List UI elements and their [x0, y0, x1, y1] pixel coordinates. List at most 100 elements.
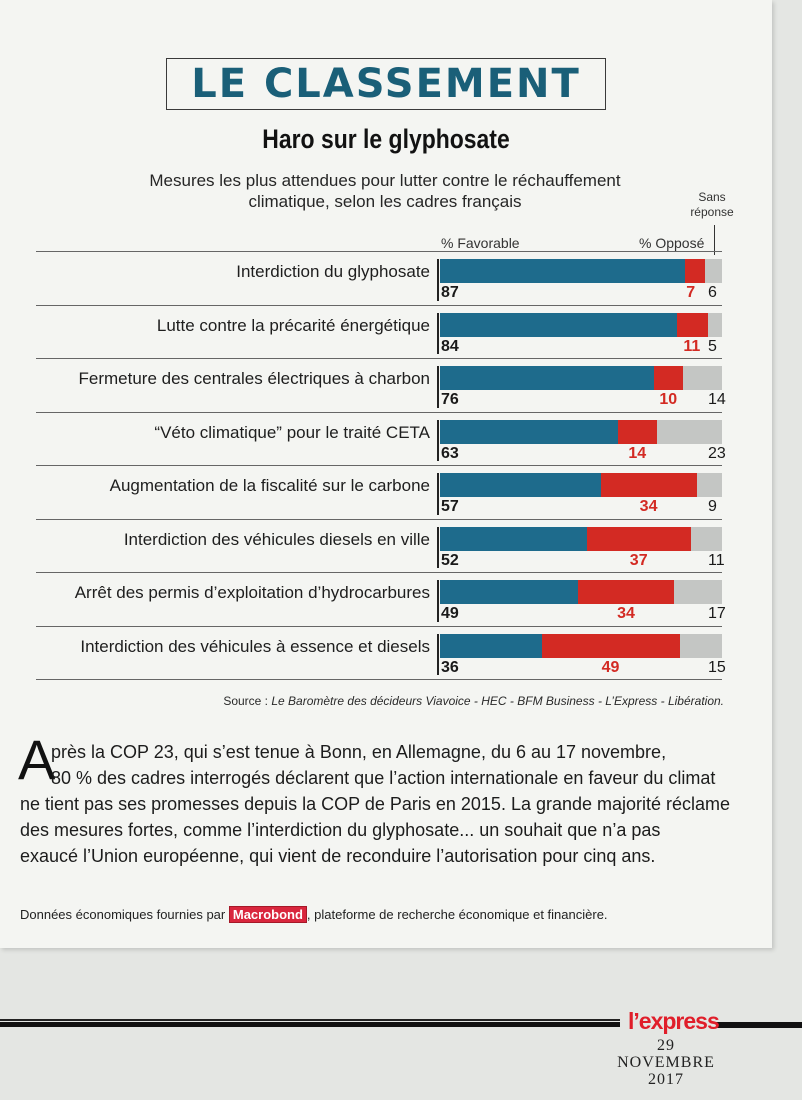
chart-subtitle: Mesures les plus attendues pour lutter c… [149, 171, 621, 211]
article-line: des mesures fortes, comme l’interdiction… [20, 820, 661, 840]
category-axis-tick [437, 312, 439, 354]
value-label-oppose: 7 [686, 284, 696, 301]
value-label-sans-reponse: 6 [708, 284, 717, 301]
date-year: 2017 [648, 1071, 684, 1088]
bar-opp [685, 259, 706, 283]
value-label-oppose: 10 [659, 391, 678, 408]
value-label-favorable: 52 [441, 551, 459, 569]
article-line: 80 % des cadres interrogés déclarent que… [51, 768, 716, 788]
value-label-sans-reponse: 9 [708, 498, 717, 515]
bar-opp [586, 526, 691, 551]
bar-fav [440, 312, 677, 337]
category-label: Interdiction des véhicules diesels en vi… [123, 529, 430, 549]
value-label-favorable: 84 [441, 337, 459, 355]
source-text: Le Baromètre des décideurs Viavoice - HE… [271, 694, 724, 708]
bar-nr [679, 633, 722, 658]
bar-fav [440, 366, 655, 390]
category-label: Augmentation de la fiscalité sur le carb… [109, 476, 430, 495]
bar-opp [676, 312, 708, 337]
category-axis-tick [437, 526, 439, 568]
bar-nr [657, 419, 722, 444]
bar-fav [440, 259, 686, 283]
bar-fav [440, 526, 587, 551]
date-day: 29 [657, 1037, 675, 1054]
bar-opp [578, 580, 675, 604]
note-before: Données économiques fournies par [20, 907, 229, 922]
bar-opp [654, 366, 683, 390]
value-label-oppose: 37 [629, 551, 648, 569]
legend-favorable: % Favorable [441, 235, 520, 251]
value-label-favorable: 57 [441, 498, 459, 515]
footer-rule-thick [0, 1022, 620, 1027]
value-label-oppose: 34 [617, 605, 635, 622]
row-separator [36, 572, 722, 573]
lexpress-logo: l’express [628, 1008, 720, 1034]
value-label-favorable: 87 [441, 284, 459, 301]
footer-rule-right [716, 1022, 802, 1028]
row-separator [36, 465, 722, 466]
bar-opp [541, 633, 680, 658]
article-dropcap: A [18, 728, 56, 791]
row-separator [36, 679, 722, 680]
bar-nr [707, 312, 722, 337]
bar-fav [440, 633, 542, 658]
value-label-favorable: 36 [441, 658, 459, 676]
category-axis-tick [437, 366, 439, 408]
value-label-favorable: 76 [441, 391, 459, 408]
category-label: Interdiction du glyphosate [236, 262, 430, 281]
section-heading: LE CLASSEMENT [191, 61, 581, 107]
value-label-sans-reponse: 5 [708, 337, 717, 355]
chart-title: Haro sur le glyphosate [262, 124, 510, 154]
value-label-oppose: 34 [639, 498, 658, 515]
category-axis-tick [437, 580, 439, 622]
value-label-oppose: 11 [683, 337, 701, 355]
bar-nr [674, 580, 722, 604]
magazine-page: LE CLASSEMENT Haro sur le glyphosate Mes… [0, 0, 772, 948]
bar-opp [617, 419, 658, 444]
category-axis-tick [437, 259, 439, 301]
row-separator [36, 518, 722, 520]
category-axis-tick [437, 473, 439, 515]
row-separator [36, 251, 722, 252]
legend-sans-reponse: Sans réponse [690, 190, 734, 219]
issue-date: 29 NOVEMBRE 2017 [604, 1037, 728, 1088]
bar-fav [440, 580, 579, 604]
row-separator [36, 304, 722, 306]
article-line: ne tient pas ses promesses depuis la COP… [20, 794, 731, 814]
article-line: exaucé l’Union européenne, qui vient de … [20, 846, 656, 866]
value-label-oppose: 14 [628, 444, 647, 462]
category-label: Lutte contre la précarité énergétique [156, 315, 430, 335]
bar-opp [600, 473, 697, 497]
value-label-sans-reponse: 15 [708, 658, 726, 676]
category-axis-tick [437, 633, 439, 675]
note-after: , plateforme de recherche économique et … [306, 907, 608, 922]
category-axis-tick [437, 419, 439, 461]
category-label: Interdiction des véhicules à essence et … [80, 636, 430, 656]
bar-nr [682, 366, 722, 390]
category-label: Fermeture des centrales électriques à ch… [78, 369, 430, 388]
value-label-favorable: 49 [441, 605, 459, 622]
macrobond-logo: Macrobond [228, 906, 307, 923]
bar-nr [690, 526, 722, 551]
category-label: Arrêt des permis d’exploitation d’hydroc… [74, 583, 430, 602]
value-label-sans-reponse: 17 [708, 605, 726, 622]
value-label-sans-reponse: 11 [708, 551, 725, 569]
row-separator [36, 411, 722, 413]
article-body: près la COP 23, qui s’est tenue à Bonn, … [20, 739, 746, 869]
bar-nr [696, 473, 722, 497]
article-line: près la COP 23, qui s’est tenue à Bonn, … [51, 742, 667, 762]
footer-rule [0, 1019, 620, 1021]
value-label-sans-reponse: 23 [708, 444, 726, 462]
section-heading-box: LE CLASSEMENT [166, 58, 606, 110]
chart-source: Source : Le Baromètre des décideurs Viav… [200, 694, 724, 708]
bar-nr [705, 259, 722, 283]
bar-fav [440, 419, 618, 444]
sans-reponse-tick [714, 225, 715, 255]
value-label-favorable: 63 [441, 444, 459, 462]
row-separator [36, 625, 722, 627]
legend-oppose: % Opposé [639, 235, 705, 251]
value-label-sans-reponse: 14 [708, 391, 726, 408]
date-month: NOVEMBRE [617, 1054, 715, 1071]
value-label-oppose: 49 [601, 658, 620, 676]
row-separator [36, 358, 722, 359]
